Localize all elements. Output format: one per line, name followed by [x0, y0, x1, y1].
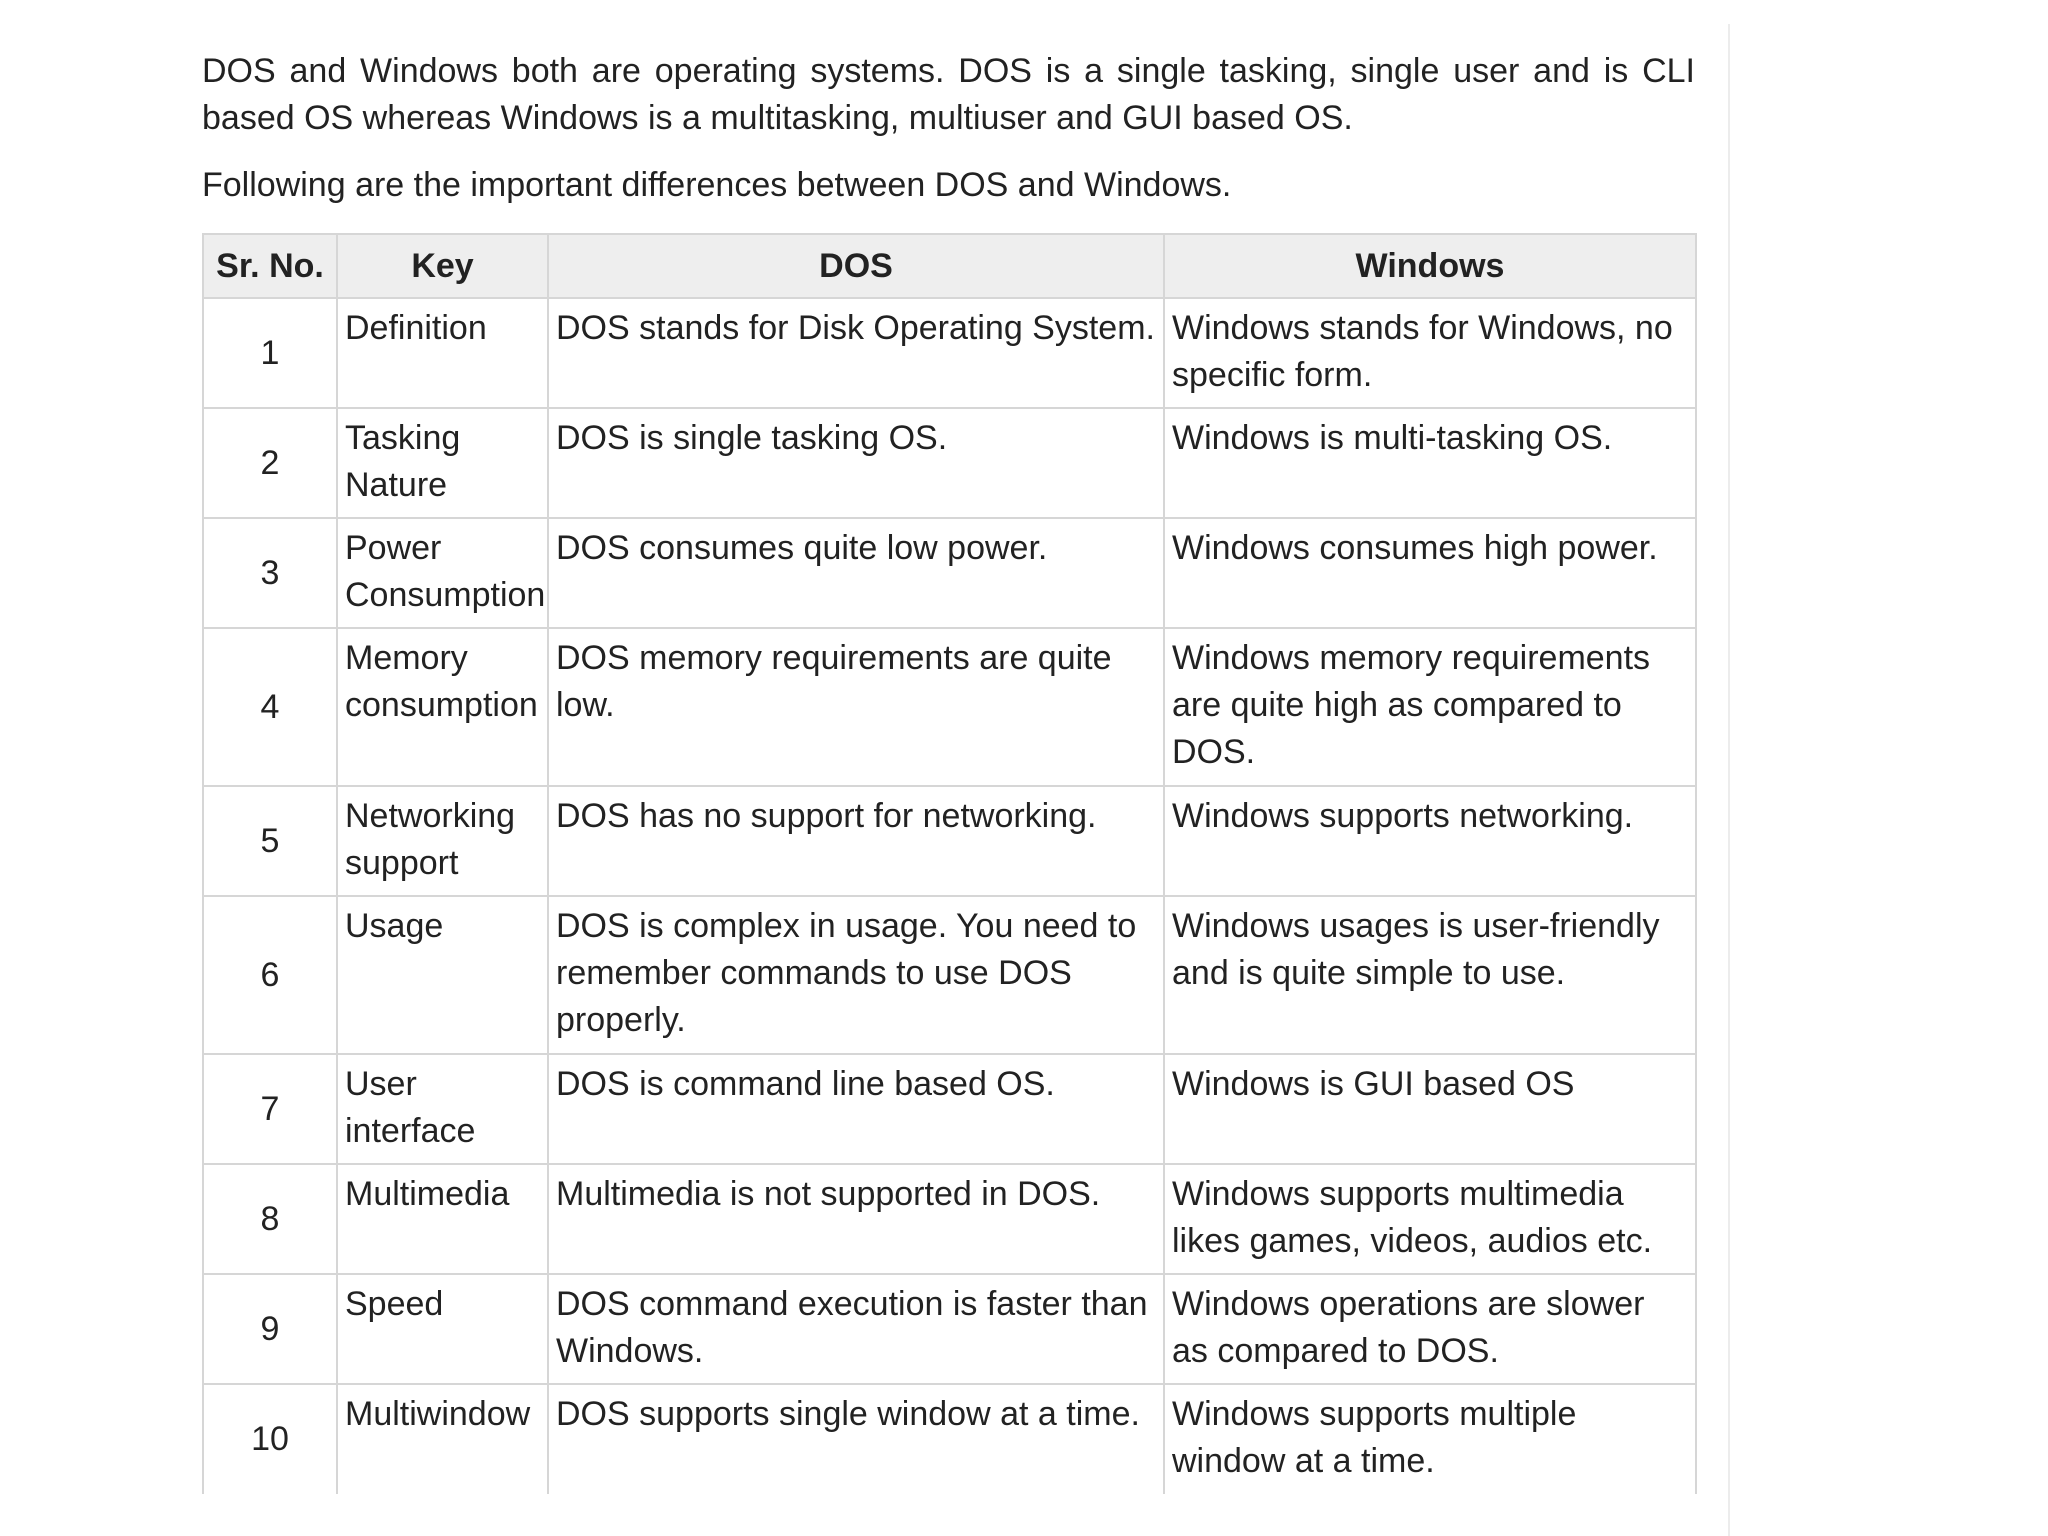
row-number: 2 — [202, 407, 338, 519]
row-dos: DOS is command line based OS. — [547, 1053, 1165, 1165]
table-row: 8 Multimedia Multimedia is not supported… — [202, 1163, 1697, 1275]
row-key: Memory consumption — [336, 627, 549, 787]
row-number: 3 — [202, 517, 338, 629]
row-dos: DOS command execution is faster than Win… — [547, 1273, 1165, 1385]
article-content: DOS and Windows both are operating syste… — [202, 48, 1697, 1494]
header-key: Key — [336, 233, 549, 299]
table-row: 4 Memory consumption DOS memory requirem… — [202, 627, 1697, 787]
row-dos: DOS is single tasking OS. — [547, 407, 1165, 519]
row-dos: DOS has no support for networking. — [547, 785, 1165, 897]
row-dos: DOS consumes quite low power. — [547, 517, 1165, 629]
header-windows: Windows — [1163, 233, 1697, 299]
row-number: 1 — [202, 297, 338, 409]
row-number: 5 — [202, 785, 338, 897]
table-row: 3 Power Consumption DOS consumes quite l… — [202, 517, 1697, 629]
row-windows: Windows usages is user-friendly and is q… — [1163, 895, 1697, 1055]
row-key: Definition — [336, 297, 549, 409]
comparison-table: Sr. No. Key DOS Windows 1 Definition DOS… — [202, 233, 1697, 1494]
row-key: Usage — [336, 895, 549, 1055]
header-sr-no: Sr. No. — [202, 233, 338, 299]
row-key: Tasking Nature — [336, 407, 549, 519]
row-windows: Windows is GUI based OS — [1163, 1053, 1697, 1165]
row-dos: Multimedia is not supported in DOS. — [547, 1163, 1165, 1275]
row-windows: Windows is multi-tasking OS. — [1163, 407, 1697, 519]
table-row: 7 User interface DOS is command line bas… — [202, 1053, 1697, 1165]
row-dos: DOS memory requirements are quite low. — [547, 627, 1165, 787]
row-key: Power Consumption — [336, 517, 549, 629]
row-number: 6 — [202, 895, 338, 1055]
lead-paragraph: Following are the important differences … — [202, 166, 1232, 204]
table-row: 5 Networking support DOS has no support … — [202, 785, 1697, 897]
row-key: Multiwindow — [336, 1383, 549, 1494]
row-windows: Windows memory requirements are quite hi… — [1163, 627, 1697, 787]
row-windows: Windows consumes high power. — [1163, 517, 1697, 629]
page-right-divider — [1728, 24, 1730, 1536]
row-windows: Windows supports multiple window at a ti… — [1163, 1383, 1697, 1494]
row-windows: Windows operations are slower as compare… — [1163, 1273, 1697, 1385]
table-row: 6 Usage DOS is complex in usage. You nee… — [202, 895, 1697, 1055]
row-key: Networking support — [336, 785, 549, 897]
table-row: 10 Multiwindow DOS supports single windo… — [202, 1383, 1697, 1494]
header-dos: DOS — [547, 233, 1165, 299]
row-key: Multimedia — [336, 1163, 549, 1275]
row-dos: DOS stands for Disk Operating System. — [547, 297, 1165, 409]
row-key: Speed — [336, 1273, 549, 1385]
table-row: 2 Tasking Nature DOS is single tasking O… — [202, 407, 1697, 519]
row-number: 9 — [202, 1273, 338, 1385]
row-windows: Windows supports networking. — [1163, 785, 1697, 897]
row-windows: Windows supports multimedia likes games,… — [1163, 1163, 1697, 1275]
row-number: 8 — [202, 1163, 338, 1275]
row-number: 7 — [202, 1053, 338, 1165]
row-number: 4 — [202, 627, 338, 787]
row-dos: DOS supports single window at a time. — [547, 1383, 1165, 1494]
table-row: 9 Speed DOS command execution is faster … — [202, 1273, 1697, 1385]
row-number: 10 — [202, 1383, 338, 1494]
intro-paragraph: DOS and Windows both are operating syste… — [202, 52, 1695, 137]
row-dos: DOS is complex in usage. You need to rem… — [547, 895, 1165, 1055]
row-windows: Windows stands for Windows, no specific … — [1163, 297, 1697, 409]
table-row: 1 Definition DOS stands for Disk Operati… — [202, 297, 1697, 409]
row-key: User interface — [336, 1053, 549, 1165]
table-header-row: Sr. No. Key DOS Windows — [202, 233, 1697, 299]
